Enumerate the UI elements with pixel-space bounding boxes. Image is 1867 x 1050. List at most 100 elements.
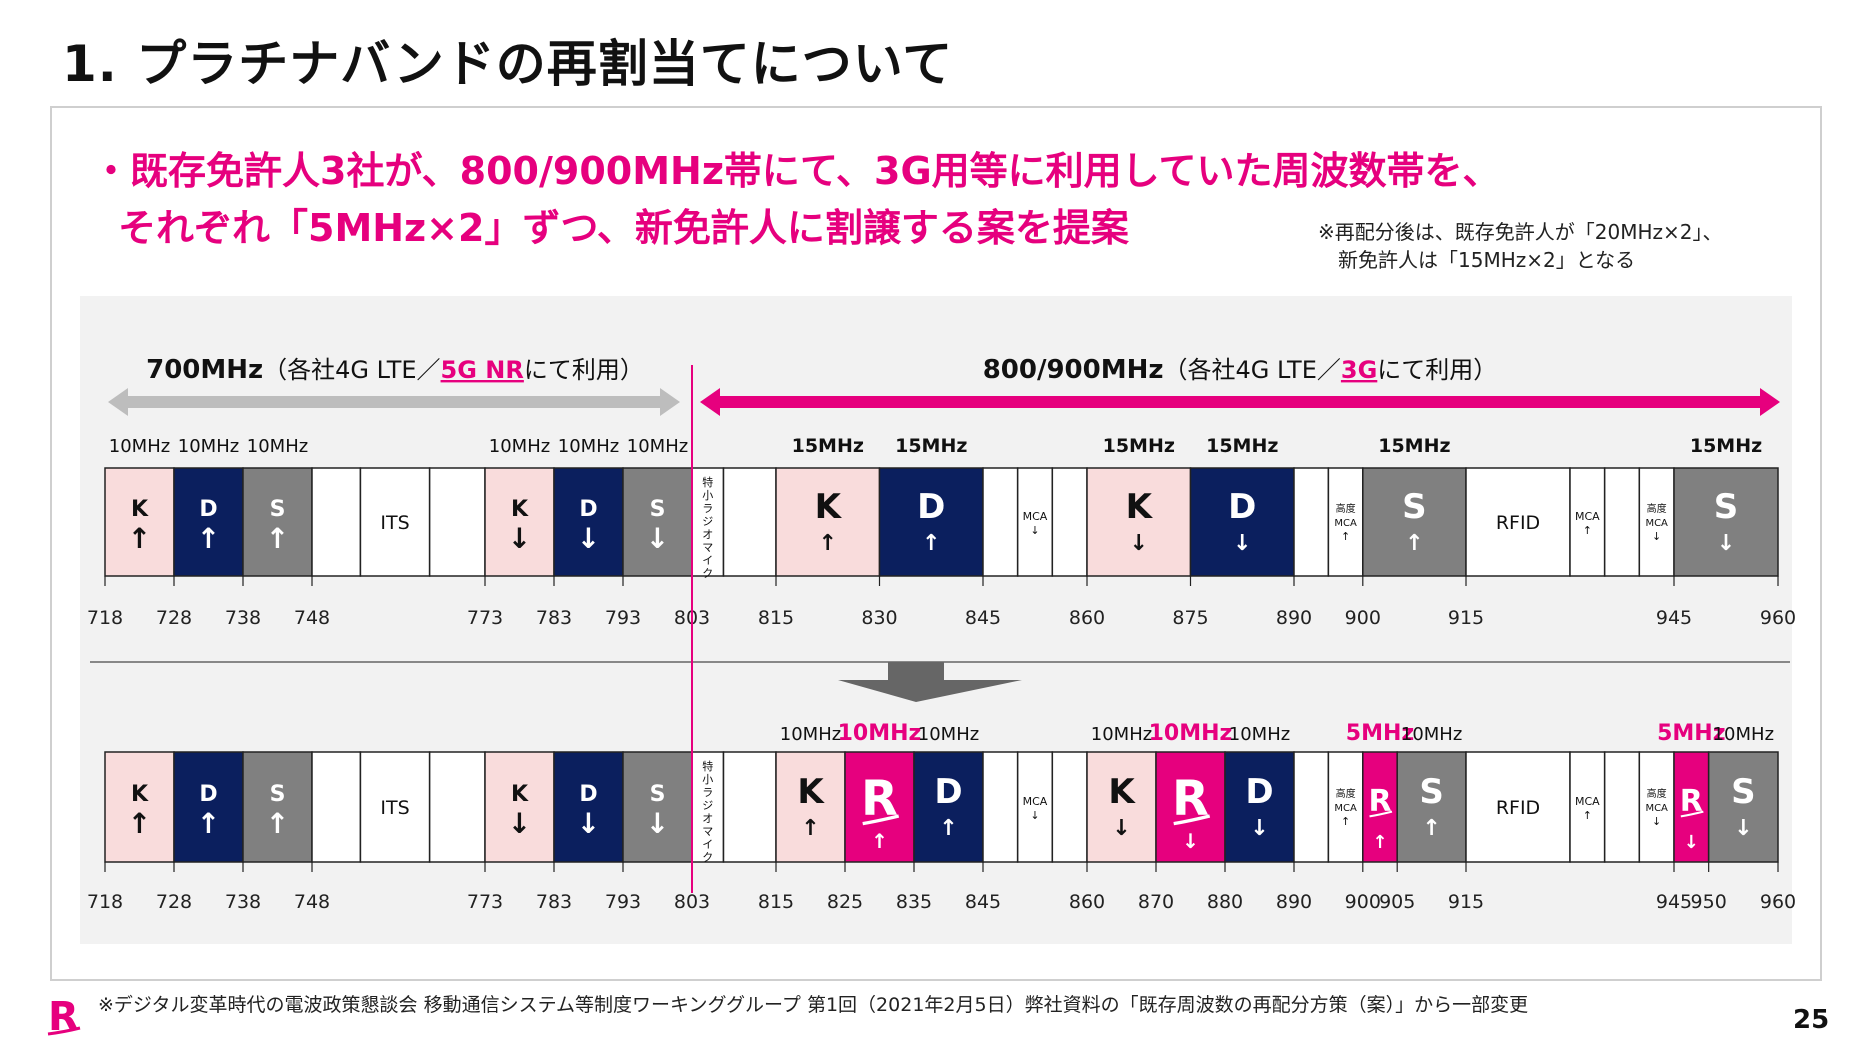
top_row-block-rfid-915: RFID [1465,467,1571,577]
top_row-block-s-945: S↓ [1673,467,1779,577]
block-letter: S [270,497,286,522]
block-letter: S [1731,772,1756,812]
block-rect [553,467,624,577]
band700-post: にて利用） [524,356,644,384]
small-label: 高度 [1647,502,1667,515]
bottom_row-block-k-718: K↑ [104,751,175,863]
arrow-label: ↓ [1652,530,1661,543]
block-letter: K [815,487,843,527]
top_row-block-its-755: ITS [359,467,431,577]
arrow-label: ↑ [1341,530,1350,543]
band800-highlight: 3G [1341,356,1377,384]
block-letter: K [131,782,149,807]
arrow-label: ↓ [1250,816,1268,841]
bottom_row-block-blank-748 [311,751,362,863]
mic-label-char: イ [702,554,713,567]
arrow-label: ↑ [197,522,220,555]
block-rect [484,467,555,577]
tick-label: 960 [1760,891,1796,913]
small-label: MCA [1645,803,1668,814]
bandwidth-label: 10MHz [1149,721,1233,746]
bandwidth-label: 10MHz [558,436,619,457]
block-rect [104,751,175,863]
mic-label-char: 特 [702,759,713,773]
mic-label-char: ク [702,567,713,580]
rakuten-logo: R [46,994,82,1042]
top_row-block-s-900: S↑ [1362,467,1467,577]
bandwidth-label: 15MHz [895,435,967,457]
arrow-label: ↓ [1734,816,1752,841]
block-label: ITS [380,512,409,534]
block-letter: D [1228,487,1256,527]
bandwidth-label: 10MHz [247,436,308,457]
tick-label: 830 [861,607,897,629]
bandwidth-label: 10MHz [178,436,239,457]
bottom_row-block-blank-765 [428,751,486,863]
bottom_row-block-blank-845 [982,751,1019,863]
arrow-label: ↓ [508,807,531,840]
page-title: 1. プラチナバンドの再割当てについて [62,35,954,93]
block-rect [1327,751,1364,863]
small-label: MCA [1645,518,1668,529]
arrow-label: ↑ [819,531,837,556]
arrow-label: ↓ [1717,531,1735,556]
block-rect [242,467,313,577]
top_row-block-d-875: D↓ [1189,467,1295,577]
block-rect [1086,751,1157,863]
top_row-block-高度-mca-895: 高度 MCA↑ [1327,467,1364,577]
mic-label-char: ジ [702,515,713,528]
block-rect [428,467,486,577]
bottom_row-block-d-880: D↓ [1224,751,1295,863]
bottom_row-block-blank-890 [1293,751,1330,863]
block-rect [1293,467,1330,577]
small-label: MCA [1575,510,1600,523]
top_row-block-d-783: D↓ [553,467,624,577]
bandwidth-label: 10MHz [1401,724,1462,745]
top_row-block-高度-mca-940: 高度 MCA↓ [1638,467,1675,577]
top_row-block-k-860: K↓ [1086,467,1192,577]
bottom_row-block-s-793: S↓ [622,751,693,863]
mic-label-char: 特 [702,475,713,489]
block-rect [1673,467,1779,577]
tick-label: 890 [1276,891,1312,913]
mic-label-char: ラ [702,786,713,799]
bandwidth-label: 10MHz [1713,724,1774,745]
small-label: 高度 [1336,502,1356,515]
block-rect [1673,751,1710,863]
block-letter: S [650,782,666,807]
top_row-block-d-728: D↑ [173,467,244,577]
arrow-label: ↑ [922,531,940,556]
block-rect [775,467,881,577]
tick-label: 945 [1656,607,1692,629]
block-rect [311,751,362,863]
band700-highlight: 5G NR [441,356,524,384]
bandwidth-label: 15MHz [792,435,864,457]
arrow-label: ↓ [1182,829,1199,853]
block-rect [1603,467,1641,577]
arrow-label: ↑ [939,816,957,841]
small-label: MCA [1334,803,1357,814]
tick-label: 915 [1448,607,1484,629]
top_row-block-mca-850: MCA↓ [1016,467,1054,577]
small-label: MCA [1334,518,1357,529]
arrow-label: ↓ [646,807,669,840]
arrow-label: ↑ [266,807,289,840]
bottom_row-block-s-950: S↓ [1707,751,1779,863]
tick-label: 860 [1069,607,1105,629]
arrow-label: ↑ [266,522,289,555]
tick-label: 945 [1656,891,1692,913]
bottom_row-band-row: K↑D↑S↑ ITSK↓D↓S↓特小ラジオマイクK↑R↑D↑MCA↓K↓R↓D↓高… [87,721,1796,913]
block-letter: K [511,782,529,807]
small-label: MCA [1575,795,1600,808]
tick-label: 905 [1379,891,1415,913]
band-headers: 700MHz（各社4G LTE／5G NRにて利用） 800/900MHz（各社4… [108,355,1780,416]
transition-arrow [838,662,1022,702]
band800-header-label: 800/900MHz（各社4G LTE／3Gにて利用） [983,355,1498,385]
small-label: 高度 [1336,787,1356,800]
bottom_row-block-k-773: K↓ [484,751,555,863]
block-rect [1638,467,1675,577]
mic-label-char: 小 [702,773,713,786]
tick-label: 845 [965,607,1001,629]
tick-label: 860 [1069,891,1105,913]
top_row-block-blank-765 [428,467,486,577]
